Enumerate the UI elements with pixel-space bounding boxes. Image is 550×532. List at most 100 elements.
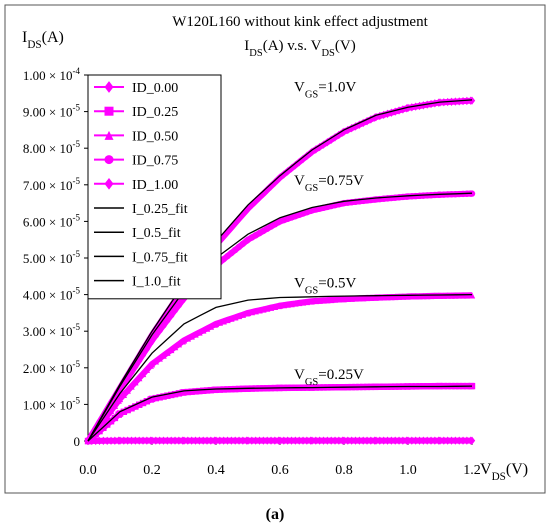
data-point (380, 436, 387, 445)
chart-title: W120L160 without kink effect adjustment (172, 14, 428, 30)
data-point (459, 436, 467, 445)
data-point (200, 387, 207, 394)
data-point (203, 387, 211, 394)
data-point (143, 398, 151, 405)
y-tick-label: 5.00 × 10-5 (23, 249, 81, 266)
data-point (303, 436, 311, 445)
data-point (100, 436, 107, 445)
legend-label: I_1.0_fit (132, 275, 181, 290)
data-point (212, 436, 220, 445)
y-tick-label: 1.00 × 10-5 (23, 395, 81, 412)
data-point (308, 436, 316, 445)
data-point (168, 346, 175, 354)
data-point (184, 335, 192, 342)
data-point (404, 436, 412, 445)
data-point (116, 436, 124, 445)
data-point (175, 390, 183, 397)
fit-line-I_0.5_fit (87, 293, 473, 442)
data-point (252, 436, 259, 445)
legend-item: I_0.5_fit (94, 226, 181, 241)
data-point (340, 436, 348, 445)
data-point (139, 436, 147, 445)
data-point (228, 436, 235, 445)
data-point (192, 436, 199, 445)
data-point (408, 103, 416, 112)
data-point (344, 436, 352, 445)
data-point (136, 374, 143, 382)
data-point (232, 436, 239, 445)
legend-label: ID_0.75 (132, 154, 178, 169)
legend-label: ID_0.00 (132, 81, 178, 96)
data-point (164, 436, 171, 445)
data-point (111, 414, 119, 422)
data-point (156, 436, 163, 445)
data-point (412, 436, 419, 445)
data-point (212, 386, 220, 393)
data-point (139, 399, 147, 407)
data-point (124, 436, 131, 445)
vgs-annotation: VGS=1.0V (294, 79, 356, 100)
data-point (452, 436, 459, 445)
data-point (132, 436, 139, 445)
data-point (92, 436, 99, 446)
legend-marker (104, 155, 114, 165)
legend-label: ID_0.50 (132, 129, 178, 144)
x-axis-label: VDS(V) (480, 461, 528, 483)
data-point (427, 436, 435, 445)
data-point (188, 436, 195, 445)
data-point (431, 436, 439, 445)
data-point (120, 408, 128, 415)
data-point (196, 436, 203, 445)
data-point (216, 386, 224, 393)
data-point (416, 436, 423, 445)
data-point (239, 436, 247, 445)
data-point (124, 406, 131, 414)
data-point (120, 436, 128, 445)
data-point (116, 383, 124, 393)
data-point (111, 436, 119, 445)
annotations: VGS=1.0V VGS=0.75V VGS=0.5V VGS=0.25V (294, 79, 364, 387)
data-point (128, 405, 135, 412)
legend-marker (104, 106, 114, 116)
x-tick-label: 0.4 (207, 463, 225, 478)
data-point (160, 393, 167, 400)
vgs-annotation: VGS=0.25V (294, 367, 364, 388)
x-tick-label: 0.2 (143, 463, 161, 478)
data-point (111, 392, 119, 401)
data-point (128, 383, 135, 390)
data-point (376, 436, 384, 445)
vgs-annotation: VGS=0.75V (294, 173, 364, 194)
x-tick-label: 0.6 (271, 463, 289, 478)
data-point (160, 313, 167, 322)
data-point (271, 436, 279, 445)
data-point (168, 436, 175, 445)
data-point (292, 436, 299, 445)
data-point (148, 436, 156, 445)
legend-label: ID_1.00 (132, 178, 178, 193)
y-tick-label: 0 (74, 434, 81, 449)
data-point (260, 436, 267, 445)
data-point (136, 401, 143, 408)
legend-item: I_1.0_fit (94, 275, 181, 290)
data-point (184, 388, 192, 396)
data-point (216, 436, 224, 445)
data-point (107, 436, 115, 445)
data-point (175, 301, 183, 309)
figure-caption: (a) (265, 506, 285, 523)
fit-line-I_0.75_fit (87, 192, 473, 442)
data-point (408, 436, 416, 445)
data-point (356, 436, 363, 445)
legend-item: ID_1.00 (94, 178, 178, 193)
data-point (316, 436, 323, 445)
x-tick-label: 1.0 (399, 463, 417, 478)
legend-marker (104, 81, 114, 93)
data-point (192, 388, 199, 395)
data-point (468, 96, 476, 105)
data-point (203, 436, 211, 445)
data-point (404, 103, 412, 113)
data-point (424, 436, 431, 445)
y-tick-label: 1.00 × 10-4 (23, 66, 81, 83)
y-tick-label: 9.00 × 10-5 (23, 103, 81, 120)
data-point (468, 292, 476, 299)
data-point (200, 436, 207, 445)
